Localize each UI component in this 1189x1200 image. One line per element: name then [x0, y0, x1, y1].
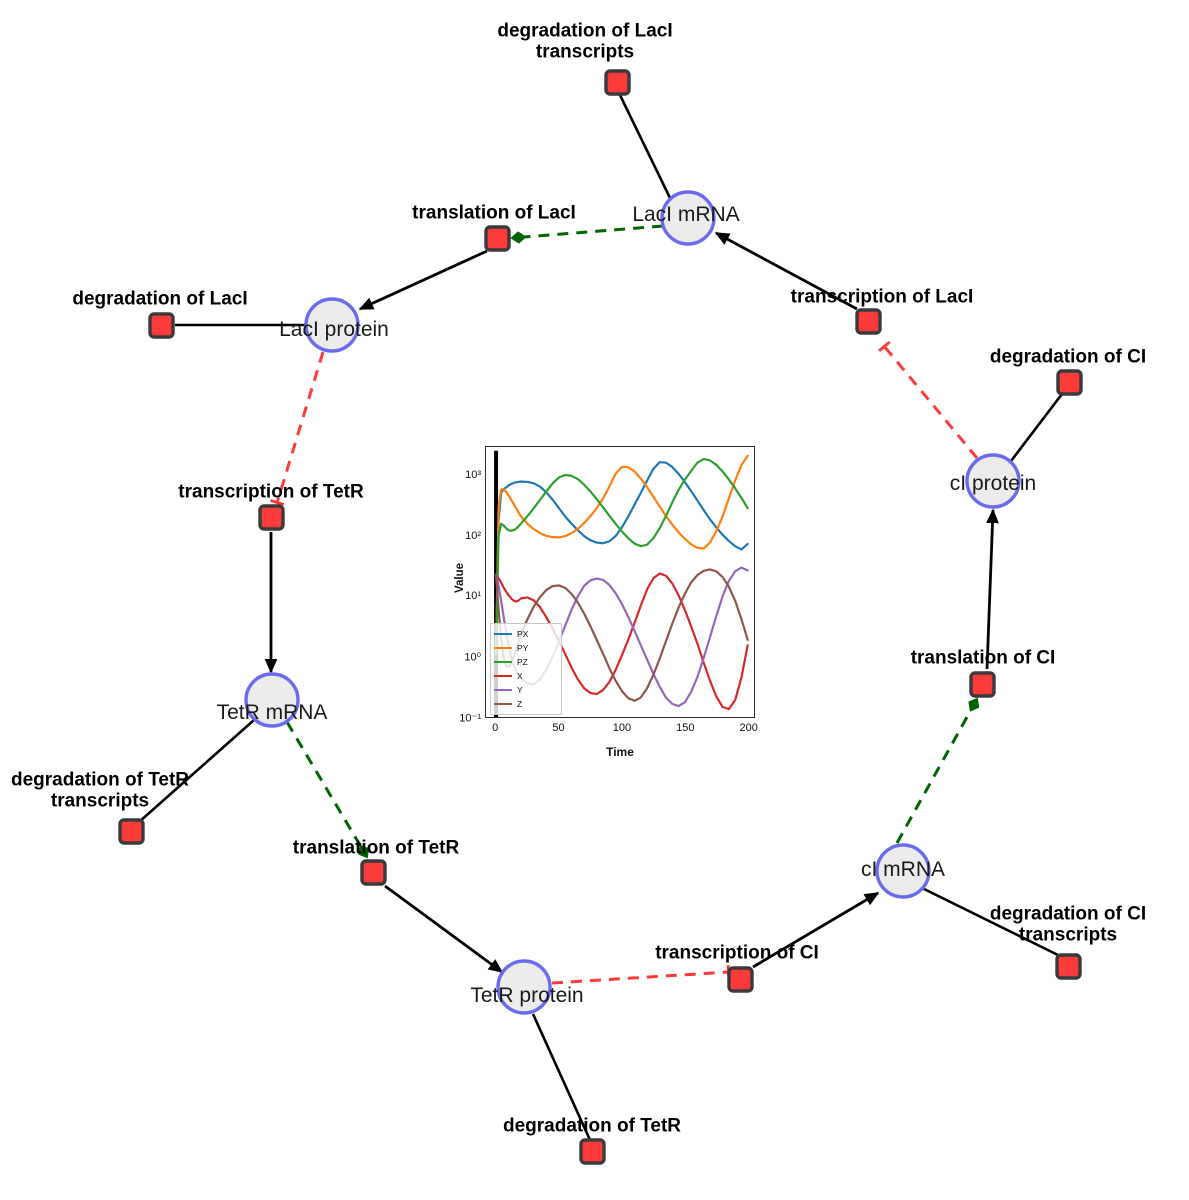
reaction-node-deg-ci[interactable]	[1056, 369, 1083, 396]
edge-ci-mrna-degradation	[921, 886, 1063, 959]
reaction-label-translation-laci: translation of LacI	[412, 202, 576, 224]
edge-tetr-mrna-degradation	[138, 719, 255, 823]
reaction-node-deg-laci-transcripts[interactable]	[604, 69, 631, 96]
legend-item-y[interactable]: Y	[494, 683, 557, 697]
legend-swatch-y	[494, 688, 512, 692]
plot-x-tick: 0	[492, 722, 499, 734]
reaction-node-translation-ci[interactable]	[969, 671, 996, 698]
edge-translation-ci-product	[985, 508, 999, 670]
timecourse-plot-inset: Value Time 10⁻¹ 10⁰ 10¹ 10² 10³ 0 50 100 150 200…	[454, 430, 768, 766]
reaction-label-deg-laci: degradation of LacI	[72, 288, 248, 310]
edge-translation-tetr-product	[384, 884, 504, 974]
plot-x-axis-label: Time	[606, 745, 634, 759]
reaction-label-transcription-tetr: transcription of TetR	[178, 481, 364, 503]
plot-series-py	[494, 454, 749, 654]
reaction-node-transcription-ci[interactable]	[727, 966, 754, 993]
species-nodes-group	[244, 190, 1021, 1015]
legend-label-py: PY	[517, 643, 529, 653]
species-node-ci-mrna[interactable]	[875, 843, 931, 899]
reaction-node-translation-laci[interactable]	[484, 225, 511, 252]
reaction-label-deg-laci-transcripts: degradation of LacI transcripts	[497, 20, 673, 63]
reaction-label-deg-tetr-transcripts: degradation of TetR transcripts	[10, 769, 190, 812]
reaction-node-deg-tetr-transcripts[interactable]	[118, 818, 145, 845]
plot-x-tick: 200	[739, 722, 758, 734]
reaction-label-deg-ci-transcripts: degradation of CI transcripts	[989, 903, 1147, 946]
edge-tetr-protein-inhibits-ci	[551, 965, 731, 985]
plot-y-tick: 10²	[465, 529, 481, 542]
reaction-label-translation-ci: translation of CI	[910, 647, 1056, 669]
reaction-label-deg-ci: degradation of CI	[989, 346, 1147, 368]
plot-series-pz	[494, 457, 749, 656]
plot-legend[interactable]: PX PY PZ X Y Z	[490, 623, 562, 715]
plot-x-tick: 50	[552, 722, 565, 734]
plot-series-x	[494, 572, 749, 711]
legend-item-x[interactable]: X	[494, 669, 557, 683]
legend-label-x: X	[517, 671, 523, 681]
reaction-node-deg-tetr[interactable]	[579, 1138, 606, 1165]
plot-x-tick: 150	[676, 722, 695, 734]
plot-y-tick: 10⁰	[464, 651, 481, 664]
reaction-label-translation-tetr: translation of TetR	[292, 837, 460, 859]
reaction-label-transcription-ci: transcription of CI	[655, 942, 819, 964]
edge-translation-laci-activator	[510, 224, 664, 244]
plot-y-tick: 10³	[465, 468, 481, 481]
legend-swatch-x	[494, 674, 512, 678]
reaction-label-transcription-laci: transcription of LacI	[790, 286, 974, 308]
edge-translation-tetr-activator	[285, 721, 369, 859]
plot-y-tick: 10⁻¹	[459, 712, 481, 725]
edge-translation-ci-activator	[895, 697, 980, 844]
edge-laci-protein-inhibits-tetr	[270, 351, 325, 506]
species-node-ci-protein[interactable]	[965, 453, 1021, 509]
legend-swatch-py	[494, 646, 512, 650]
edge-transcription-ci-product	[752, 891, 880, 969]
legend-label-pz: PZ	[517, 657, 528, 667]
edge-ci-protein-degradation	[1009, 393, 1064, 462]
legend-swatch-pz	[494, 660, 512, 664]
legend-item-pz[interactable]: PZ	[494, 655, 557, 669]
species-node-laci-mrna[interactable]	[660, 190, 716, 246]
legend-item-z[interactable]: Z	[494, 697, 557, 711]
reaction-nodes-group	[118, 69, 1083, 1165]
species-node-laci-protein[interactable]	[304, 297, 360, 353]
reaction-node-deg-laci[interactable]	[148, 312, 175, 339]
edges-group	[138, 94, 1064, 1141]
edge-tetr-protein-degradation	[531, 1013, 592, 1141]
edge-transcription-laci-product	[714, 231, 858, 311]
plot-y-tick: 10¹	[465, 590, 481, 603]
edge-ci-protein-inhibits-laci	[878, 340, 979, 459]
plot-x-tick: 100	[612, 722, 632, 734]
legend-swatch-px	[494, 632, 512, 636]
plot-y-axis-label: Value	[454, 562, 466, 594]
legend-item-py[interactable]: PY	[494, 641, 557, 655]
reaction-node-translation-tetr[interactable]	[360, 859, 387, 886]
reaction-node-transcription-tetr[interactable]	[258, 504, 285, 531]
species-node-tetr-mrna[interactable]	[244, 672, 300, 728]
edge-translation-laci-product	[358, 249, 488, 311]
legend-label-z: Z	[517, 699, 523, 709]
legend-label-y: Y	[517, 685, 523, 695]
reaction-node-transcription-laci[interactable]	[855, 308, 882, 335]
legend-label-px: PX	[517, 629, 529, 639]
plot-series-px	[494, 461, 749, 654]
legend-item-px[interactable]: PX	[494, 627, 557, 641]
reaction-label-deg-tetr: degradation of TetR	[502, 1115, 682, 1137]
legend-swatch-z	[494, 702, 512, 706]
reaction-node-deg-ci-transcripts[interactable]	[1055, 953, 1082, 980]
species-node-tetr-protein[interactable]	[496, 959, 552, 1015]
edge-laci-mrna-degradation	[618, 94, 672, 199]
